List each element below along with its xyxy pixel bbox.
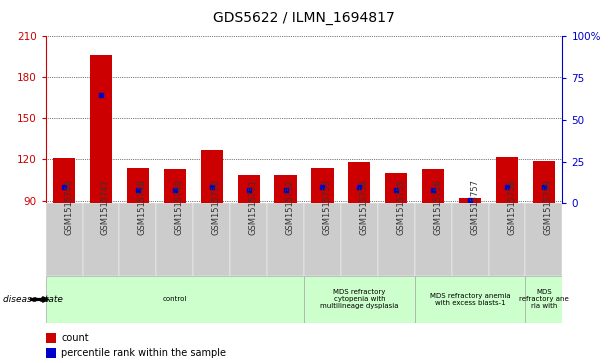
Bar: [378, 203, 415, 276]
Text: GSM1515755: GSM1515755: [396, 179, 406, 235]
Bar: [90, 56, 112, 203]
Bar: [119, 203, 156, 276]
Bar: [238, 175, 260, 203]
Text: GSM1515749: GSM1515749: [175, 179, 184, 235]
Text: GSM1515747: GSM1515747: [101, 179, 110, 235]
Text: MDS refractory
cytopenia with
multilineage dysplasia: MDS refractory cytopenia with multilinea…: [320, 289, 399, 310]
Text: GSM1515754: GSM1515754: [359, 179, 368, 235]
Bar: [201, 150, 223, 203]
Text: percentile rank within the sample: percentile rank within the sample: [61, 348, 226, 358]
Bar: [525, 276, 562, 323]
Bar: [459, 198, 481, 203]
Text: GSM1515746: GSM1515746: [64, 179, 73, 235]
Bar: [422, 169, 444, 203]
Bar: [452, 203, 489, 276]
Text: GSM1515750: GSM1515750: [212, 179, 221, 235]
Bar: [127, 168, 149, 203]
Text: MDS refractory anemia
with excess blasts-1: MDS refractory anemia with excess blasts…: [430, 293, 511, 306]
Bar: [525, 203, 562, 276]
Bar: [489, 203, 525, 276]
Bar: [496, 157, 518, 203]
Bar: [46, 203, 83, 276]
Bar: [230, 203, 267, 276]
Text: control: control: [162, 297, 187, 302]
Bar: [304, 276, 415, 323]
Bar: [385, 173, 407, 203]
Text: GSM1515748: GSM1515748: [138, 179, 147, 235]
Text: GSM1515752: GSM1515752: [286, 179, 294, 235]
Bar: [415, 276, 525, 323]
Bar: [46, 333, 56, 343]
Bar: [164, 169, 186, 203]
Bar: [83, 203, 119, 276]
Bar: [348, 162, 370, 203]
Bar: [267, 203, 304, 276]
Text: GSM1515759: GSM1515759: [544, 179, 553, 235]
Text: MDS
refractory ane
ria with: MDS refractory ane ria with: [519, 289, 569, 310]
Text: GSM1515756: GSM1515756: [433, 179, 442, 235]
Bar: [274, 175, 297, 203]
Bar: [341, 203, 378, 276]
Text: GSM1515757: GSM1515757: [470, 179, 479, 235]
Bar: [304, 203, 341, 276]
Bar: [533, 161, 555, 203]
Text: GSM1515758: GSM1515758: [507, 179, 516, 235]
Bar: [46, 276, 304, 323]
Bar: [156, 203, 193, 276]
Text: disease state: disease state: [3, 295, 63, 304]
Bar: [53, 158, 75, 203]
Text: GDS5622 / ILMN_1694817: GDS5622 / ILMN_1694817: [213, 11, 395, 25]
Bar: [193, 203, 230, 276]
Bar: [415, 203, 452, 276]
Bar: [311, 168, 334, 203]
Bar: [46, 348, 56, 358]
Text: GSM1515751: GSM1515751: [249, 179, 258, 235]
Text: GSM1515753: GSM1515753: [322, 179, 331, 235]
Text: count: count: [61, 334, 89, 343]
